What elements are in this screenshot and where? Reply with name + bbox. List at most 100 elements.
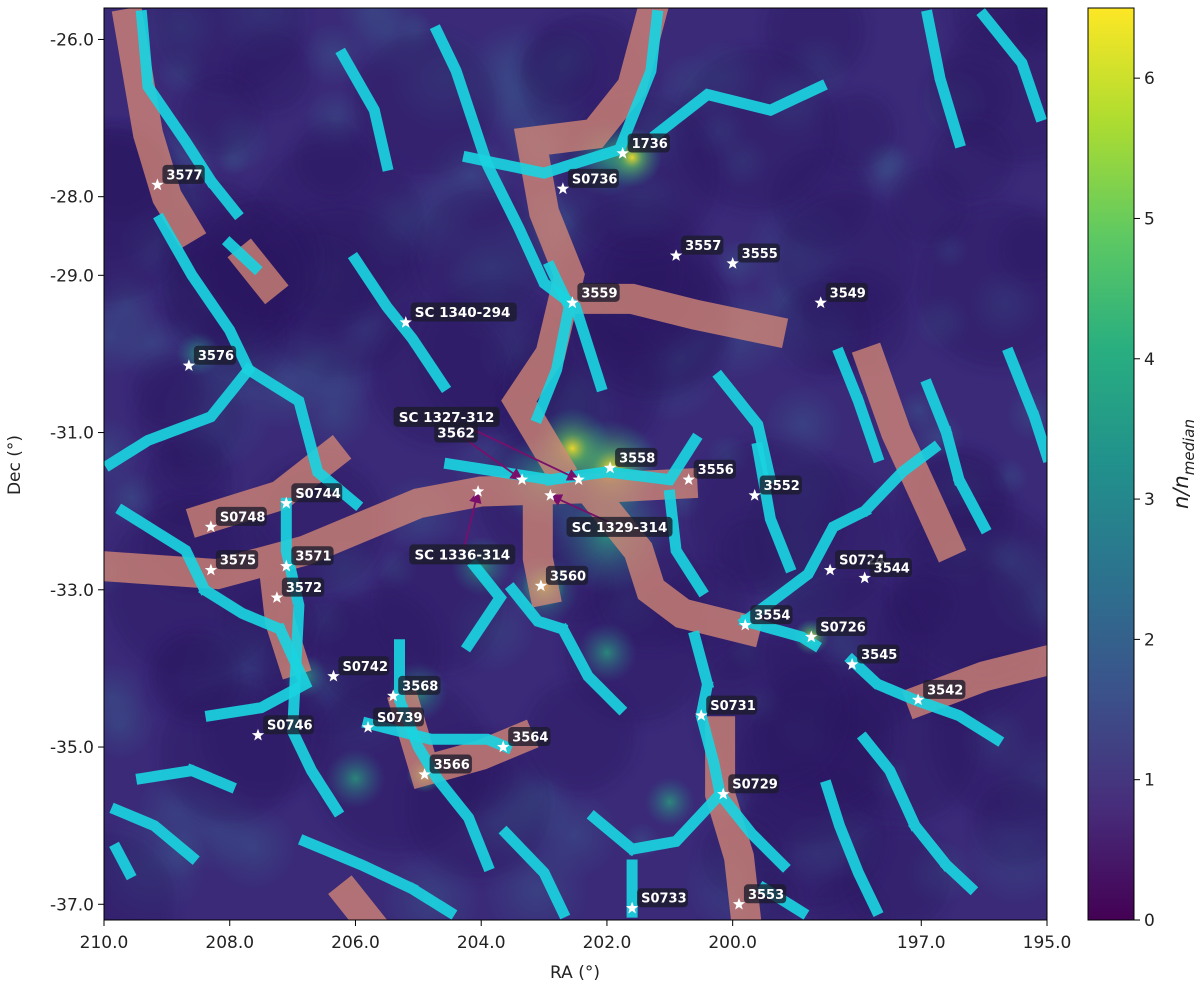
filament-segment [820,779,885,920]
label-text: 3545 [861,648,897,663]
label-box [869,558,912,577]
label-text: 3576 [198,349,234,364]
label-box [338,656,390,676]
density-peak [325,748,386,809]
cluster-marker [717,787,730,800]
cluster-label: 3545 [857,644,900,664]
annotation-label: SC 1327-312 [393,406,500,427]
filament-segment [298,834,458,920]
cluster-label: 3566 [429,754,472,774]
density-void [998,215,1047,283]
supercluster-region [111,8,207,249]
heatmap-panel: 1736 3577 S0736 3557 3555 3549 3559 SC 1340-294… [104,8,1047,920]
label-box [393,406,500,427]
colorbar-tick-label: 6 [1144,69,1155,89]
label-text: 3568 [402,679,438,694]
filament-segment [109,841,137,881]
label-box [693,459,736,479]
cluster-marker [270,591,284,603]
cluster-label: S0731 [706,695,758,715]
label-text: 3542 [927,683,963,698]
colorbar-title: n/nmedian [1169,419,1198,509]
cluster-label: 3555 [737,243,780,263]
annotation-label: 3562 [434,422,478,443]
y-tick-label: -31.0 [50,424,94,444]
cluster-marker [251,728,265,741]
annotation-arrow [461,490,482,555]
cluster-marker [695,709,708,721]
cluster-label: 3568 [398,675,441,695]
density-void [931,119,1014,203]
supercluster-region [705,716,762,920]
x-tick-label: 195.0 [1023,933,1072,953]
label-text: 3575 [220,554,256,569]
cluster-marker [151,178,164,191]
cluster-label: S0729 [728,774,780,794]
density-blob [335,8,408,44]
density-void [167,210,305,348]
density-void [413,189,545,321]
cluster-marker [280,496,293,509]
cluster-marker [625,901,639,914]
filament-segment [832,346,885,464]
label-text: 3553 [748,888,784,903]
label-text: 3564 [512,731,548,746]
cluster-marker [399,316,412,328]
label-text: S0746 [267,719,313,734]
density-void [521,31,597,107]
cluster-label: S0748 [215,506,267,526]
label-text: S0731 [710,699,756,714]
cluster-label: S0742 [338,656,390,676]
label-box [615,447,658,467]
cluster-marker [515,473,529,485]
density-peak [576,622,637,683]
label-box [566,516,673,537]
cluster-label: S0726 [816,616,868,636]
label-box [706,695,758,715]
label-box [162,164,205,184]
x-tick-label: 200.0 [708,933,757,953]
colorbar-title-sub: median [1180,419,1198,475]
cluster-label: 3556 [693,459,736,479]
label-text: S0733 [641,892,687,907]
x-tick-label: 206.0 [331,933,380,953]
cluster-labels: 1736 3577 S0736 3557 3555 3549 3559 SC 1340-294… [162,133,966,908]
label-box [409,544,516,565]
label-text: 3549 [830,286,866,301]
cluster-marker [739,618,752,631]
label-text: SC 1329-314 [572,520,668,536]
label-box [429,754,472,774]
y-tick-label: -29.0 [50,266,94,286]
cluster-label: 3544 [869,558,912,577]
label-box [215,550,259,570]
label-text: SC 1327-312 [399,410,495,426]
y-axis-title: Dec (°) [5,435,25,495]
filament-segment [976,8,1047,126]
colorbar-tick-label: 1 [1144,771,1155,791]
colorbar-title-main: n/n [1169,475,1193,509]
label-text: 3566 [434,758,470,773]
cluster-marker [280,559,293,572]
label-text: S0739 [377,711,423,726]
label-box [291,483,343,503]
x-tick-label: 197.0 [897,933,946,953]
cluster-marker [603,461,617,474]
label-box [193,345,237,365]
cluster-label: 3554 [750,605,793,625]
density-blob [211,804,297,891]
density-void [293,120,372,199]
cluster-label: 3553 [743,884,787,904]
cluster-marker [556,182,570,195]
cluster-label: 3577 [162,164,205,184]
cluster-marker [497,740,510,753]
cluster-marker [726,257,739,269]
colorbar-tick-label: 3 [1144,490,1155,510]
density-void [973,779,1047,867]
label-box [215,506,267,526]
cluster-label: 3557 [681,235,724,255]
cluster-label: 3558 [615,447,658,467]
filament-segment [498,825,571,920]
density-peak [644,777,695,828]
cluster-label: S0746 [263,715,314,735]
